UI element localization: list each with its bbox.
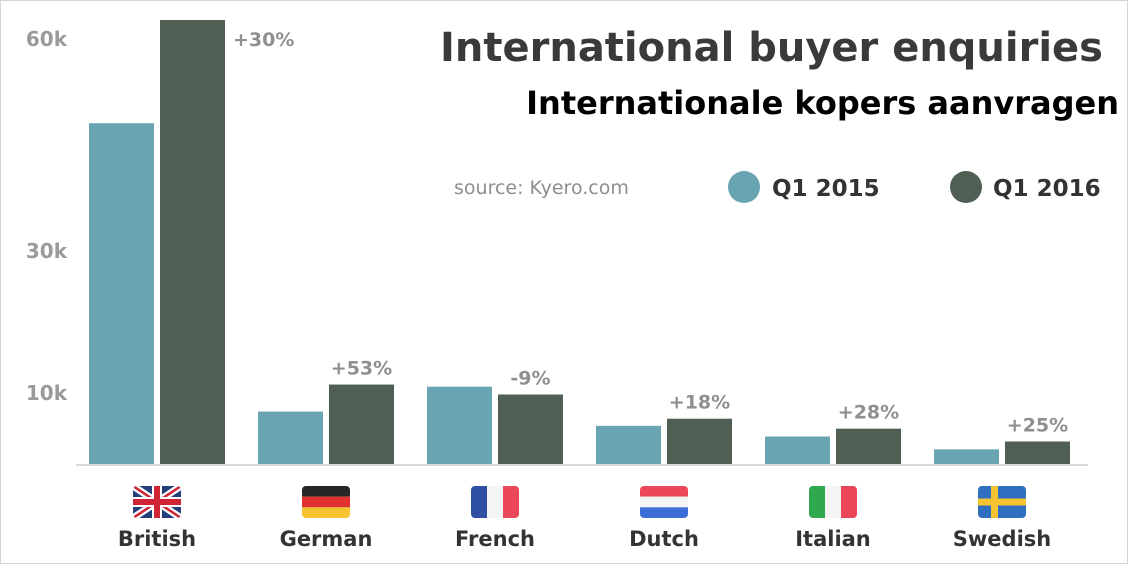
category-label-italian: Italian [795, 527, 871, 551]
y-tick-label: 10k [26, 381, 68, 405]
change-label-swedish: +25% [1007, 415, 1068, 437]
chart-title: International buyer enquiries [440, 25, 1103, 71]
value-labels: +30% +53% -9% +18% +28% +25% [233, 29, 1068, 437]
legend-swatch-q1-2015 [728, 171, 760, 203]
change-label-italian: +28% [838, 402, 899, 424]
sweden-flag-icon [978, 486, 1026, 518]
bar-german-q1-2016 [329, 384, 394, 465]
france-flag-icon [471, 486, 519, 518]
bar-french-q1-2015 [427, 386, 492, 465]
bars-group [89, 20, 1070, 466]
bar-dutch-q1-2016 [667, 418, 732, 465]
category-label-french: French [455, 527, 535, 551]
source-note: source: Kyero.com [454, 177, 629, 199]
category-label-dutch: Dutch [629, 527, 699, 551]
bar-italian-q1-2016 [836, 428, 901, 465]
bar-british-q1-2015 [89, 123, 154, 466]
italy-flag-icon [809, 486, 857, 518]
y-tick-label: 30k [26, 239, 68, 263]
chart-subtitle: Internationale kopers aanvragen [526, 84, 1119, 122]
bar-french-q1-2016 [498, 394, 563, 465]
change-label-german: +53% [331, 358, 392, 380]
category-label-german: German [280, 527, 373, 551]
bar-german-q1-2015 [258, 411, 323, 465]
category-label-british: British [118, 527, 196, 551]
legend: Q1 2015 Q1 2016 [728, 171, 1101, 203]
x-axis: British German French Dutch Italian Swedish [118, 486, 1051, 551]
netherlands-flag-icon [640, 486, 688, 518]
bar-british-q1-2016 [160, 20, 225, 465]
uk-flag-icon [133, 486, 181, 518]
bar-dutch-q1-2015 [596, 425, 661, 465]
legend-label-q1-2015: Q1 2015 [772, 176, 880, 202]
legend-swatch-q1-2016 [950, 171, 982, 203]
bar-swedish-q1-2015 [934, 449, 999, 465]
y-tick-label: 60k [26, 27, 68, 51]
germany-flag-icon [302, 486, 350, 518]
legend-label-q1-2016: Q1 2016 [993, 176, 1101, 202]
change-label-british: +30% [233, 29, 294, 51]
change-label-french: -9% [510, 368, 550, 390]
bar-swedish-q1-2016 [1005, 441, 1070, 465]
bar-italian-q1-2015 [765, 436, 830, 465]
y-axis: 10k 30k 60k [26, 27, 68, 405]
category-label-swedish: Swedish [953, 527, 1051, 551]
change-label-dutch: +18% [669, 392, 730, 414]
